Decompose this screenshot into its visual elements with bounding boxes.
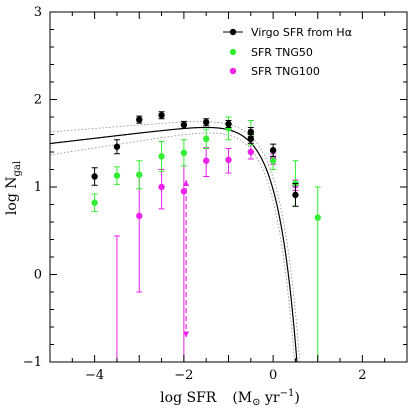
tng100-point xyxy=(225,156,232,164)
virgo-point xyxy=(136,116,143,123)
virgo-point xyxy=(292,191,299,199)
tng50-point xyxy=(136,171,143,178)
x-axis-label-unit-close: ) xyxy=(294,390,299,406)
tng50-point xyxy=(180,149,188,157)
legend-label-tng100: SFR TNG100 xyxy=(251,65,320,78)
virgo-point xyxy=(247,135,255,143)
x-axis-label-unit-open: (M xyxy=(232,390,252,406)
tng50-point xyxy=(225,125,232,132)
tng50-point xyxy=(113,172,121,179)
tng50-point xyxy=(314,214,321,221)
virgo-point xyxy=(225,120,232,128)
legend-marker-tng50 xyxy=(229,48,237,56)
fit-bound-curve xyxy=(50,132,295,362)
fit-curves xyxy=(50,121,301,362)
x-axis-label-unit-rest: yr xyxy=(261,390,280,406)
y-tick-label: 0 xyxy=(34,268,42,283)
y-axis-label-main: log N xyxy=(4,176,20,215)
tng100-point xyxy=(180,188,188,195)
tng100-arrow-head-down xyxy=(183,331,190,338)
x-tick-label: −4 xyxy=(85,368,104,383)
virgo-point xyxy=(91,173,98,180)
fit-bound-curve xyxy=(50,121,301,362)
legend-marker-tng100 xyxy=(229,67,237,75)
x-tick-label: 0 xyxy=(269,368,277,383)
y-axis-label-subscript: gal xyxy=(12,161,23,177)
y-tick-label: 2 xyxy=(34,93,42,108)
x-axis-label-main: log SFR xyxy=(160,390,217,406)
tng100-point xyxy=(136,212,143,220)
x-axis-label-exponent: −1 xyxy=(280,388,295,399)
legend-label-virgo: Virgo SFR from Hα xyxy=(251,26,352,39)
tng100-point xyxy=(158,183,165,191)
x-tick-label: 2 xyxy=(358,368,366,383)
y-tick-label: −1 xyxy=(23,355,42,370)
tng100-arrow-head-up xyxy=(183,180,190,186)
virgo-point xyxy=(202,119,210,126)
plot-frame xyxy=(49,11,408,363)
tng50-point xyxy=(158,153,165,160)
x-tick-label: −2 xyxy=(174,368,193,383)
x-axis-label-sun-symbol: ⊙ xyxy=(252,397,260,408)
fit-curve xyxy=(50,126,298,362)
legend-label-tng50: SFR TNG50 xyxy=(251,46,313,59)
y-tick-label: 1 xyxy=(34,180,42,195)
x-axis-label: log SFR (M⊙ yr−1) xyxy=(160,388,300,408)
legend: Virgo SFR from Hα SFR TNG50 SFR TNG100 xyxy=(223,26,352,78)
y-axis-label: log Ngal xyxy=(4,161,23,215)
tng50-point xyxy=(269,157,277,164)
virgo-point xyxy=(113,143,121,150)
axis-ticks: −4 −2 0 2 −1 0 1 2 3 xyxy=(23,5,408,383)
virgo-point xyxy=(269,147,277,154)
virgo-point xyxy=(180,121,188,129)
tng100-point xyxy=(202,157,210,164)
tng50-point xyxy=(91,199,98,206)
virgo-point xyxy=(158,112,165,119)
tng50-point xyxy=(202,135,210,143)
y-tick-label: 3 xyxy=(34,5,42,20)
legend-marker-virgo xyxy=(229,28,237,36)
virgo-point xyxy=(247,128,255,136)
data-points xyxy=(91,111,321,362)
tng100-point xyxy=(247,148,255,156)
